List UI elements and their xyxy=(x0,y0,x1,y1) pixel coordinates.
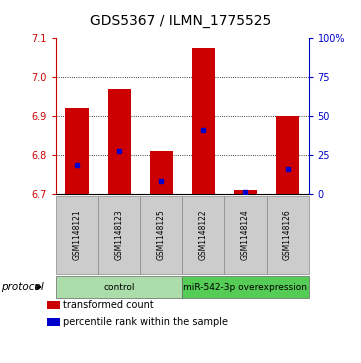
Text: control: control xyxy=(103,283,135,291)
Text: GDS5367 / ILMN_1775525: GDS5367 / ILMN_1775525 xyxy=(90,14,271,28)
Text: GSM1148122: GSM1148122 xyxy=(199,210,208,260)
Bar xyxy=(108,89,131,194)
Bar xyxy=(65,108,88,194)
Bar xyxy=(234,190,257,194)
Text: GSM1148121: GSM1148121 xyxy=(73,210,82,260)
Text: transformed count: transformed count xyxy=(63,300,154,310)
Text: GSM1148124: GSM1148124 xyxy=(241,210,250,260)
Bar xyxy=(150,151,173,194)
Text: protocol: protocol xyxy=(1,282,43,292)
Text: GSM1148126: GSM1148126 xyxy=(283,210,292,260)
Bar xyxy=(192,48,215,194)
Bar xyxy=(276,116,299,194)
Text: miR-542-3p overexpression: miR-542-3p overexpression xyxy=(183,283,308,291)
Text: GSM1148125: GSM1148125 xyxy=(157,210,166,260)
Text: percentile rank within the sample: percentile rank within the sample xyxy=(63,317,228,327)
Text: GSM1148123: GSM1148123 xyxy=(115,210,123,260)
